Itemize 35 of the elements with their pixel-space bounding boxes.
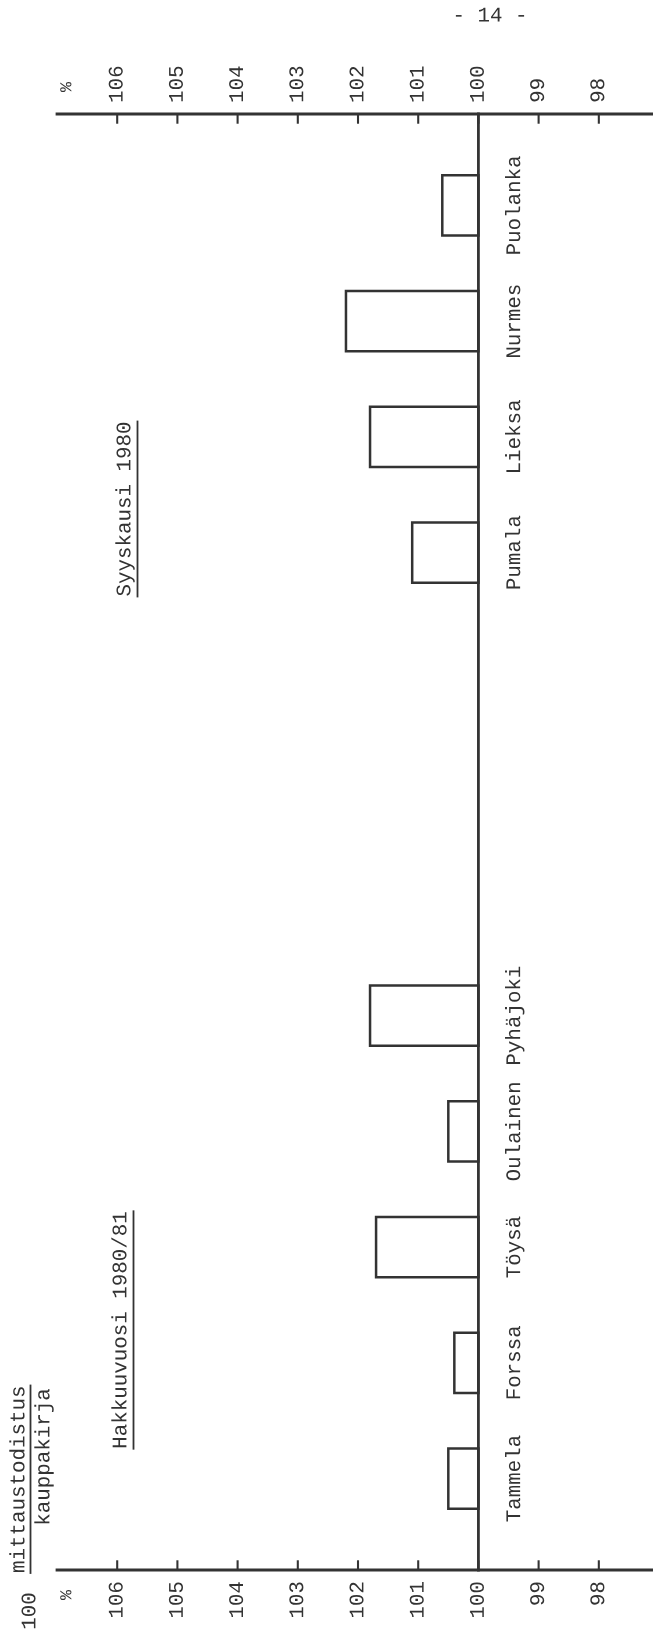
text: 100 <box>21 1593 36 1629</box>
text: - 14 - <box>455 7 525 22</box>
x-tick-label: 100 <box>469 66 485 102</box>
y-tick-label: Lieksa <box>505 400 521 473</box>
x2-tick-label: 104 <box>229 1582 244 1618</box>
x2-tick-label: 99 <box>530 1582 545 1605</box>
y-tick-label: Pyhäjoki <box>505 966 525 1064</box>
x-tick-label: 105 <box>168 66 183 102</box>
x-tick-label: 103 <box>289 66 304 102</box>
y-tick-label: Forssa <box>506 1326 521 1399</box>
x2-tick-label: 100 <box>469 1582 485 1618</box>
x-tick-label: 102 <box>349 66 364 102</box>
x2-tick-label: 102 <box>349 1582 364 1618</box>
annotation: Syyskausi 1980 <box>115 422 135 596</box>
y-tick-label: Nurmes <box>506 285 521 358</box>
x-tick-label: 101 <box>409 66 424 102</box>
y-tick-label: Pumala <box>505 515 521 589</box>
annotation: Hakkuuvuosi 1980/81 <box>111 1212 127 1448</box>
x-tick-label: 99 <box>530 79 545 102</box>
y-tick-label: Oulainen <box>505 1083 521 1181</box>
x2-tick-label: 103 <box>289 1582 304 1618</box>
x2-tick-label: 98 <box>590 1582 605 1605</box>
x2-tick-label: 106 <box>108 1582 123 1618</box>
x-tick-label: 106 <box>108 66 123 102</box>
x2-tick-label: 105 <box>168 1582 183 1618</box>
text: % <box>60 1589 72 1600</box>
y-tick-label: Puolanka <box>505 156 521 254</box>
text: kauppakirja <box>34 1388 54 1524</box>
x2-tick-label: 101 <box>409 1582 424 1618</box>
y-tick-label: Töysä <box>505 1216 525 1278</box>
y-tick-label: Tammela <box>505 1435 521 1522</box>
text: mittaustodistus <box>9 1387 25 1572</box>
text: % <box>60 81 72 92</box>
x-tick-label: 98 <box>590 79 605 102</box>
x-tick-label: 104 <box>229 66 244 102</box>
